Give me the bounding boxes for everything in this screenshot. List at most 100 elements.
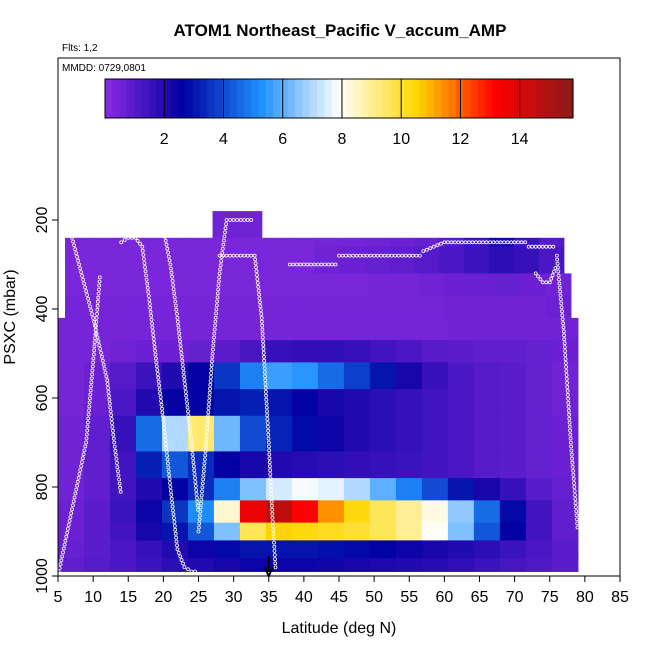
track-point	[206, 406, 211, 411]
track-point	[512, 240, 517, 245]
track-point	[267, 464, 272, 469]
track-point	[117, 481, 122, 486]
heatmap-cell	[525, 317, 553, 341]
track-point	[67, 519, 72, 523]
heatmap-cell	[139, 237, 166, 248]
track-point	[94, 319, 99, 324]
track-point	[83, 444, 88, 449]
track-point	[245, 218, 250, 222]
track-point	[173, 527, 178, 532]
track-point	[162, 426, 167, 431]
track-point	[188, 428, 193, 433]
track-point	[210, 359, 214, 364]
track-point	[162, 430, 167, 434]
plot-area: MMDD: 0729,0801	[57, 57, 621, 577]
heatmap-cell	[83, 340, 111, 363]
track-point	[344, 253, 348, 258]
track-point	[107, 393, 111, 398]
heatmap-cell	[499, 500, 527, 523]
track-point	[265, 409, 269, 414]
track-point	[84, 432, 89, 437]
track-point	[565, 380, 569, 385]
track-point	[110, 421, 114, 425]
x-tick-label: 70	[506, 589, 524, 606]
track-point	[561, 325, 566, 330]
x-tick-label: 75	[541, 589, 559, 606]
heatmap-cell	[499, 558, 527, 572]
track-point	[114, 456, 119, 461]
track-point	[177, 331, 182, 336]
heatmap-cell	[369, 558, 397, 572]
heatmap-cell	[239, 237, 266, 248]
track-point	[85, 293, 89, 297]
track-point	[70, 507, 74, 512]
track-point	[202, 461, 207, 466]
track-point	[107, 397, 112, 402]
heatmap-cell	[389, 237, 415, 248]
heatmap-cell	[494, 273, 521, 297]
track-point	[62, 542, 67, 547]
heatmap-cell	[551, 451, 579, 479]
heatmap-cell	[83, 500, 111, 523]
track-point	[206, 414, 211, 419]
track-point	[158, 395, 163, 400]
track-point	[270, 520, 275, 524]
track-point	[221, 238, 226, 243]
track-point	[157, 383, 162, 388]
track-point	[266, 440, 271, 445]
heatmap-cell	[473, 558, 501, 572]
heatmap-cell	[161, 500, 189, 523]
heatmap-cell	[239, 558, 267, 572]
track-point	[88, 392, 93, 397]
track-point	[555, 257, 559, 262]
colorbar-swatch	[514, 79, 523, 118]
track-point	[140, 244, 145, 249]
track-point	[258, 304, 263, 309]
heatmap-cell	[58, 522, 85, 541]
heatmap-cell	[343, 478, 371, 501]
heatmap-cell	[317, 478, 345, 501]
track-point	[263, 382, 268, 387]
heatmap-cell	[551, 558, 579, 572]
track-point	[266, 432, 271, 437]
track-point	[99, 350, 103, 355]
track-point	[97, 287, 101, 292]
track-point	[59, 558, 64, 563]
track-point	[223, 230, 227, 235]
track-point	[149, 317, 154, 322]
track-point	[268, 480, 273, 485]
track-point	[209, 371, 214, 376]
track-point	[89, 380, 94, 385]
track-point	[201, 473, 206, 478]
heatmap-cell	[447, 415, 475, 452]
track-point	[273, 565, 278, 570]
track-point	[78, 266, 82, 271]
track-point	[567, 420, 572, 425]
track-point	[96, 295, 101, 300]
heatmap-cell	[114, 246, 141, 274]
track-point	[202, 457, 207, 462]
track-point	[183, 386, 188, 390]
y-tick-label: 1000	[34, 558, 51, 594]
track-point	[216, 283, 221, 288]
track-point	[263, 378, 268, 383]
track-point	[256, 288, 261, 293]
heatmap-cell	[499, 540, 527, 559]
x-tick-label: 10	[84, 589, 102, 606]
heatmap-cell	[187, 415, 215, 452]
track-point	[553, 266, 558, 271]
track-point	[204, 433, 209, 438]
heatmap-cell	[525, 478, 553, 501]
heatmap-cell	[214, 237, 241, 248]
track-point	[249, 218, 254, 222]
track-point	[218, 267, 223, 272]
track-point	[265, 417, 270, 422]
heatmap-cell	[140, 295, 167, 319]
track-point	[176, 323, 181, 328]
track-point	[184, 393, 189, 398]
x-tick-label: 80	[576, 589, 594, 606]
track-point	[111, 428, 115, 433]
track-point	[568, 428, 572, 433]
heatmap-cell	[189, 237, 216, 248]
track-point	[431, 244, 436, 249]
